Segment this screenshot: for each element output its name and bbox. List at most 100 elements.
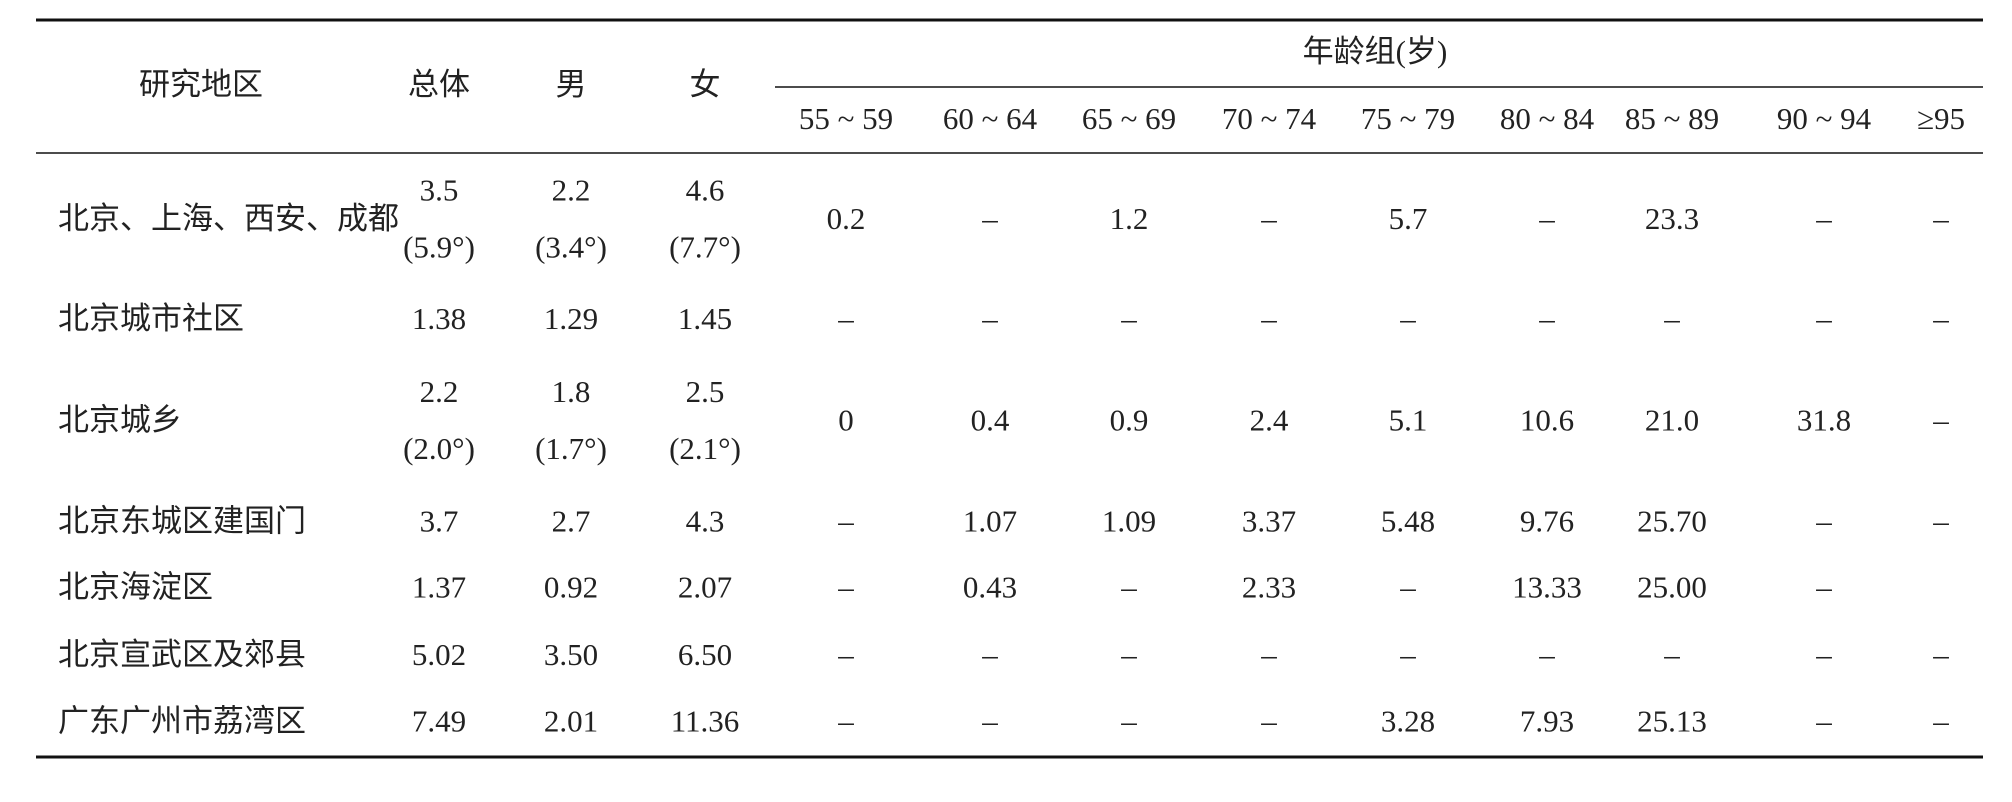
value-cell: 1.29 (544, 301, 598, 336)
age-group-header: 85 ~ 89 (1625, 101, 1719, 136)
value-cell: 5.1 (1389, 402, 1428, 437)
value-cell: 0 (838, 402, 854, 437)
region-cell: 北京海淀区 (58, 570, 213, 605)
age-group-header: 60 ~ 64 (943, 101, 1038, 136)
value-cell: – (981, 703, 998, 738)
value-cell: 6.50 (678, 637, 732, 672)
value-cell: 2.33 (1242, 570, 1296, 605)
value-cell: 3.7 (420, 504, 459, 539)
value-cell: (5.9°) (403, 230, 475, 265)
value-cell: – (1932, 703, 1949, 738)
value-cell: – (1663, 637, 1680, 672)
region-cell: 广东广州市荔湾区 (58, 703, 306, 738)
value-cell: 7.49 (412, 703, 466, 738)
value-cell: 2.5 (686, 374, 725, 409)
region-cell: 北京宣武区及郊县 (58, 637, 306, 672)
region-cell: 北京东城区建国门 (58, 504, 306, 539)
region-cell: 北京城市社区 (58, 301, 244, 336)
value-cell: – (1120, 301, 1137, 336)
value-cell: – (1260, 703, 1277, 738)
value-cell: (3.4°) (535, 230, 607, 265)
value-cell: – (837, 504, 854, 539)
value-cell: 11.36 (671, 703, 740, 738)
value-cell: 1.38 (412, 301, 466, 336)
value-cell: 1.8 (552, 374, 591, 409)
column-header: 研究地区 (139, 67, 263, 102)
region-cell: 北京城乡 (58, 402, 182, 437)
value-cell: – (1399, 301, 1416, 336)
value-cell: 21.0 (1645, 402, 1699, 437)
value-cell: 1.07 (963, 504, 1017, 539)
age-group-header: 70 ~ 74 (1222, 101, 1317, 136)
column-header: 男 (556, 67, 587, 102)
value-cell: – (1260, 637, 1277, 672)
value-cell: – (1260, 201, 1277, 236)
value-cell: – (1815, 301, 1832, 336)
value-cell: 4.6 (686, 173, 725, 208)
value-cell: – (1815, 703, 1832, 738)
value-cell: – (837, 637, 854, 672)
value-cell: – (1815, 570, 1832, 605)
value-cell: – (1932, 402, 1949, 437)
value-cell: (2.1°) (669, 431, 741, 466)
value-cell: – (1932, 504, 1949, 539)
value-cell: 5.02 (412, 637, 466, 672)
age-group-header: 55 ~ 59 (799, 101, 893, 136)
region-cell: 北京、上海、西安、成都 (58, 201, 399, 236)
value-cell: 2.4 (1250, 402, 1289, 437)
value-cell: (1.7°) (535, 431, 607, 466)
value-cell: – (1663, 301, 1680, 336)
value-cell: 1.2 (1110, 201, 1149, 236)
value-cell: – (981, 637, 998, 672)
value-cell: 1.09 (1102, 504, 1156, 539)
value-cell: (2.0°) (403, 431, 475, 466)
value-cell: 1.37 (412, 570, 466, 605)
value-cell: – (1120, 570, 1137, 605)
value-cell: – (837, 570, 854, 605)
value-cell: 2.01 (544, 703, 598, 738)
value-cell: – (1932, 637, 1949, 672)
age-group-header: 80 ~ 84 (1500, 101, 1595, 136)
value-cell: 2.2 (420, 374, 459, 409)
value-cell: 3.5 (420, 173, 459, 208)
age-group-header: ≥95 (1917, 101, 1965, 136)
value-cell: 31.8 (1797, 402, 1851, 437)
value-cell: 13.33 (1512, 570, 1582, 605)
value-cell: – (1120, 637, 1137, 672)
value-cell: – (1538, 201, 1555, 236)
value-cell: – (1538, 301, 1555, 336)
column-header: 总体 (408, 67, 470, 102)
value-cell: 23.3 (1645, 201, 1699, 236)
value-cell: 3.50 (544, 637, 598, 672)
value-cell: – (1538, 637, 1555, 672)
value-cell: – (1815, 637, 1832, 672)
value-cell: – (1399, 637, 1416, 672)
value-cell: 2.07 (678, 570, 732, 605)
value-cell: 10.6 (1520, 402, 1574, 437)
value-cell: – (837, 301, 854, 336)
value-cell: 7.93 (1520, 703, 1574, 738)
value-cell: 9.76 (1520, 504, 1574, 539)
value-cell: – (1815, 201, 1832, 236)
value-cell: – (1260, 301, 1277, 336)
value-cell: 3.28 (1381, 703, 1435, 738)
value-cell: – (1932, 301, 1949, 336)
value-cell: – (837, 703, 854, 738)
value-cell: – (1399, 570, 1416, 605)
value-cell: 0.9 (1110, 402, 1149, 437)
value-cell: (7.7°) (669, 230, 741, 265)
value-cell: 2.2 (552, 173, 591, 208)
value-cell: 5.48 (1381, 504, 1435, 539)
value-cell: 0.92 (544, 570, 598, 605)
value-cell: 1.45 (678, 301, 732, 336)
group-header: 年龄组(岁) (1303, 34, 1448, 69)
value-cell: 25.00 (1637, 570, 1707, 605)
value-cell: – (1120, 703, 1137, 738)
value-cell: – (1815, 504, 1832, 539)
value-cell: 4.3 (686, 504, 725, 539)
age-group-header: 90 ~ 94 (1777, 101, 1872, 136)
value-cell: – (981, 201, 998, 236)
value-cell: 25.70 (1637, 504, 1707, 539)
column-header: 女 (690, 67, 721, 102)
